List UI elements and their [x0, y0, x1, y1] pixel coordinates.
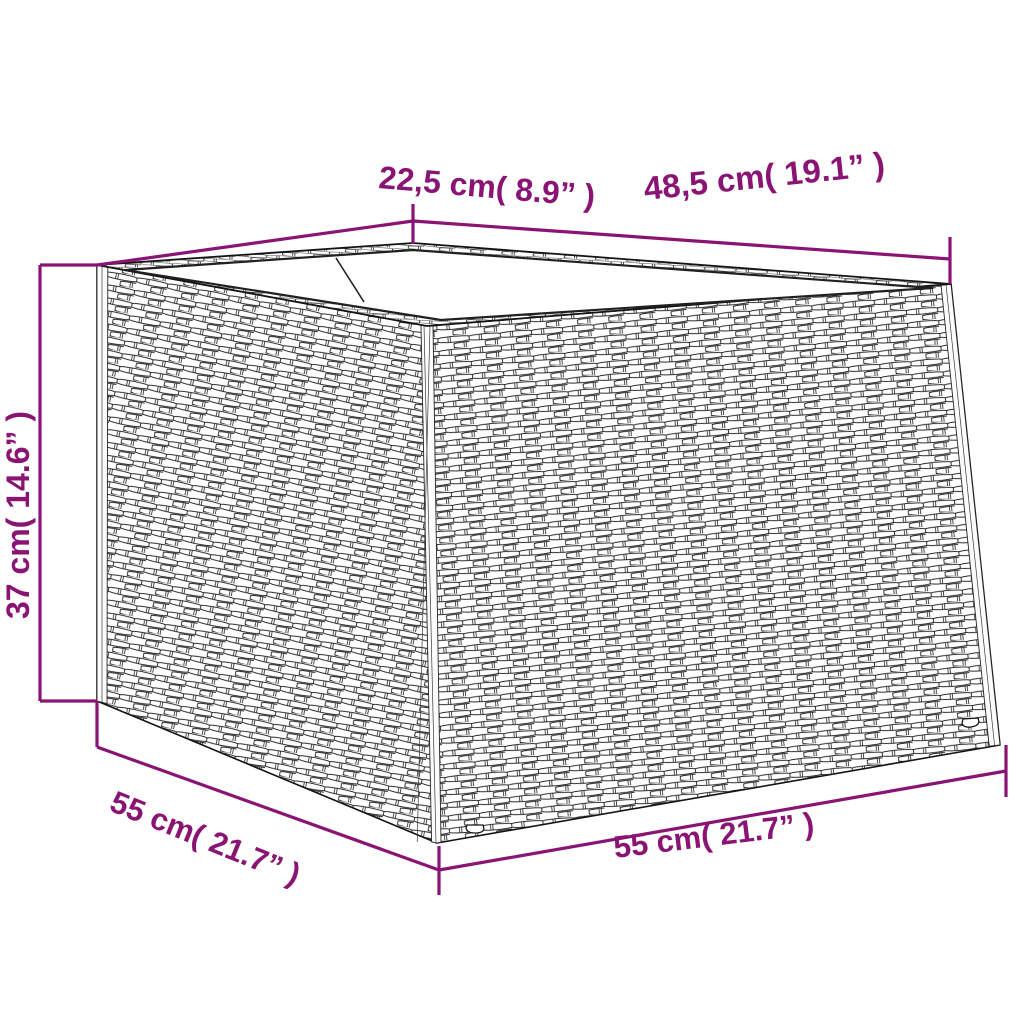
svg-text:37 cm( 14.6” ): 37 cm( 14.6” ): [0, 411, 36, 619]
